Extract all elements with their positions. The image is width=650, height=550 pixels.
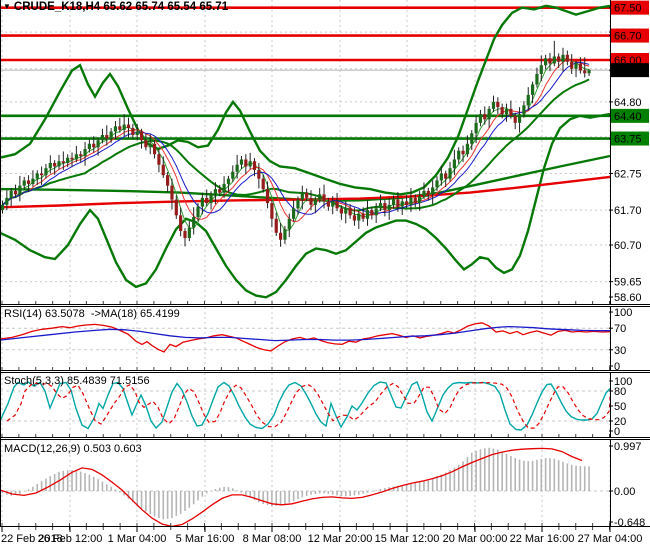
svg-text:70: 70 — [614, 323, 626, 335]
time-axis-label: 8 Mar 08:00 — [242, 533, 302, 545]
svg-text:30: 30 — [614, 345, 626, 357]
svg-text:62.75: 62.75 — [614, 168, 642, 180]
svg-text:64.80: 64.80 — [614, 97, 642, 109]
pane-separator[interactable] — [0, 370, 650, 371]
time-axis-label: 15 Mar 12:00 — [374, 533, 440, 545]
svg-text:67.50: 67.50 — [614, 3, 642, 15]
time-axis-label: 26 Feb 12:00 — [37, 533, 103, 545]
pane-separator — [0, 372, 650, 373]
time-axis-label: 1 Mar 04:00 — [107, 533, 167, 545]
time-axis-label: 22 Feb 2018 — [1, 533, 63, 545]
svg-text:65.71: 65.71 — [614, 65, 642, 77]
pane-separator[interactable] — [0, 304, 650, 305]
chart-title: CRUDE_K18,H4 65.62 65.74 65.54 65.71 — [13, 1, 229, 13]
svg-text:58.60: 58.60 — [614, 292, 642, 304]
main-price-chart[interactable]: 67.5066.8066.7066.0065.7164.8064.4063.75… — [0, 0, 650, 304]
svg-text:61.70: 61.70 — [614, 205, 642, 217]
time-axis-label: 5 Mar 16:00 — [175, 533, 235, 545]
svg-text:0.997: 0.997 — [614, 441, 642, 453]
svg-text:0.00: 0.00 — [614, 486, 635, 498]
svg-text:59.65: 59.65 — [614, 277, 642, 289]
pane-separator — [0, 526, 650, 527]
svg-text:63.75: 63.75 — [614, 134, 642, 146]
pane-separator — [0, 439, 650, 440]
svg-text:80: 80 — [614, 386, 626, 398]
time-axis-label: 27 Mar 04:00 — [577, 533, 643, 545]
svg-text:100: 100 — [614, 307, 632, 319]
stoch-header: Stoch(5,3,3) 85.4839 71.5156 — [4, 375, 150, 387]
svg-text:60.70: 60.70 — [614, 240, 642, 252]
pane-separator[interactable] — [0, 437, 650, 438]
time-axis-label: 12 Mar 20:00 — [307, 533, 373, 545]
rsi-indicator-pane[interactable]: 100 70 30 0 — [0, 307, 650, 370]
svg-text:0: 0 — [614, 426, 620, 437]
svg-text:0: 0 — [614, 361, 620, 370]
time-axis-label: 22 Mar 16:00 — [509, 533, 575, 545]
macd-indicator-pane[interactable]: 0.997 0.00 -0.648 — [0, 440, 650, 526]
svg-text:66.70: 66.70 — [614, 31, 642, 43]
svg-text:-0.648: -0.648 — [614, 517, 645, 526]
rsi-header: RSI(14) 63.5078 ->MA(18) 65.4199 — [4, 308, 180, 320]
symbol-dropdown-icon[interactable]: ▼ — [3, 2, 11, 11]
svg-text:64.40: 64.40 — [614, 111, 642, 123]
time-axis-label: 20 Mar 00:00 — [442, 533, 508, 545]
chart-left-border — [0, 0, 1, 527]
chart-title-bar: ▼ CRUDE_K18,H4 65.62 65.74 65.54 65.71 — [3, 1, 228, 13]
macd-header: MACD(12,26,9) 0.503 0.603 — [4, 443, 142, 455]
svg-text:100: 100 — [614, 376, 632, 388]
time-axis[interactable]: 22 Feb 2018 26 Feb 12:00 1 Mar 04:00 5 Mar … — [0, 527, 650, 550]
svg-text:50: 50 — [614, 401, 626, 413]
svg-text:20: 20 — [614, 416, 626, 428]
pane-separator — [0, 306, 650, 307]
